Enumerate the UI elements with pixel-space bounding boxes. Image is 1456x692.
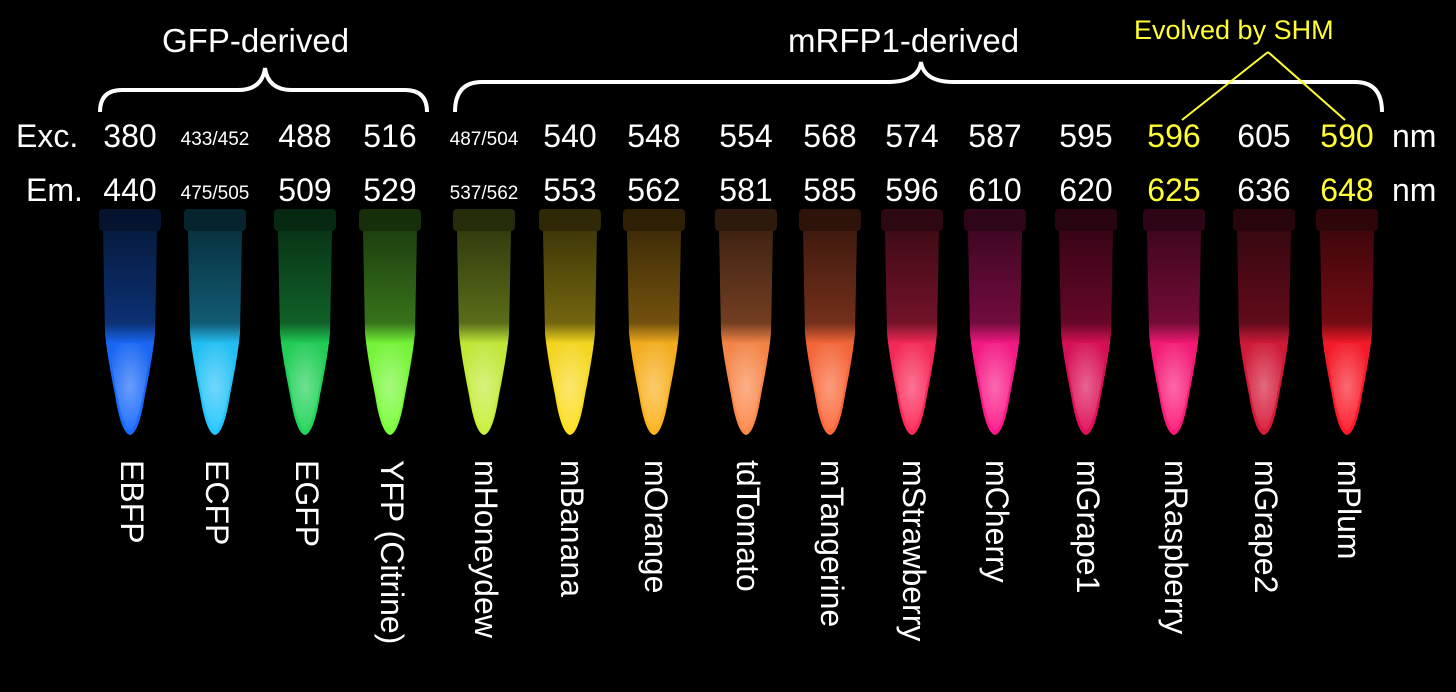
protein-name: mGrape1 [1070,460,1106,594]
sample-tube [623,209,685,435]
emission-value: 475/505 [180,183,250,204]
emission-value: 537/562 [449,183,519,204]
mrfp1-derived-label: mRFP1-derived [788,22,1020,59]
sample-tube [539,209,601,435]
excitation-value: 587 [968,118,1022,154]
sample-tube [881,209,943,435]
excitation-value: 554 [719,118,773,154]
sample-tube [1233,209,1295,435]
protein-name: mGrape2 [1248,460,1284,594]
protein-name: mTangerine [814,460,850,628]
gfp-derived-label: GFP-derived [162,22,350,59]
emission-unit: nm [1392,172,1437,208]
excitation-value: 540 [543,118,597,154]
emission-value: 585 [803,172,857,208]
protein-name: EGFP [289,460,325,548]
emission-value: 553 [543,172,597,208]
emission-value: 620 [1059,172,1113,208]
emission-value: 648 [1320,172,1374,208]
sample-tube [715,209,777,435]
protein-name: mStrawberry [896,460,932,642]
excitation-row-label: Exc. [16,118,79,154]
protein-name: mPlum [1331,460,1367,560]
protein-name: YFP (Citrine) [374,460,410,645]
emission-value: 636 [1237,172,1291,208]
sample-tube [1316,209,1378,435]
emission-value: 581 [719,172,773,208]
excitation-unit: nm [1392,118,1437,154]
excitation-value: 605 [1237,118,1291,154]
protein-name: ECFP [199,460,235,546]
protein-name: mBanana [554,460,590,597]
sample-tube [184,209,246,435]
shm-pointer-line-left [1181,51,1269,121]
excitation-value: 568 [803,118,857,154]
emission-value: 610 [968,172,1022,208]
sample-tube [274,209,336,435]
sample-tube [964,209,1026,435]
excitation-value: 595 [1059,118,1113,154]
sample-tube [359,209,421,435]
evolved-by-shm-label: Evolved by SHM [1134,15,1334,45]
emission-value: 509 [278,172,332,208]
excitation-value: 487/504 [449,129,519,150]
protein-name: EBFP [114,460,150,544]
emission-value: 625 [1147,172,1201,208]
protein-name: tdTomato [730,460,766,592]
excitation-value: 380 [103,118,157,154]
excitation-value: 433/452 [180,129,250,150]
emission-value: 596 [885,172,939,208]
sample-tube [453,209,515,435]
excitation-value: 516 [363,118,417,154]
excitation-value: 596 [1147,118,1201,154]
excitation-value: 548 [627,118,681,154]
emission-value: 529 [363,172,417,208]
sample-tube [1055,209,1117,435]
sample-tube [99,209,161,435]
excitation-value: 574 [885,118,939,154]
emission-value: 562 [627,172,681,208]
gfp-brace [98,67,429,113]
emission-value: 440 [103,172,157,208]
emission-row-label: Em. [26,172,83,208]
protein-name: mHoneydew [468,460,504,638]
protein-name: mCherry [979,460,1015,583]
shm-pointer-line-right [1267,51,1346,121]
protein-name: mOrange [638,460,674,594]
protein-name: mRaspberry [1158,460,1194,635]
excitation-value: 590 [1320,118,1374,154]
sample-tube [799,209,861,435]
excitation-value: 488 [278,118,332,154]
mrfp1-brace [453,61,1384,113]
sample-tube [1143,209,1205,435]
